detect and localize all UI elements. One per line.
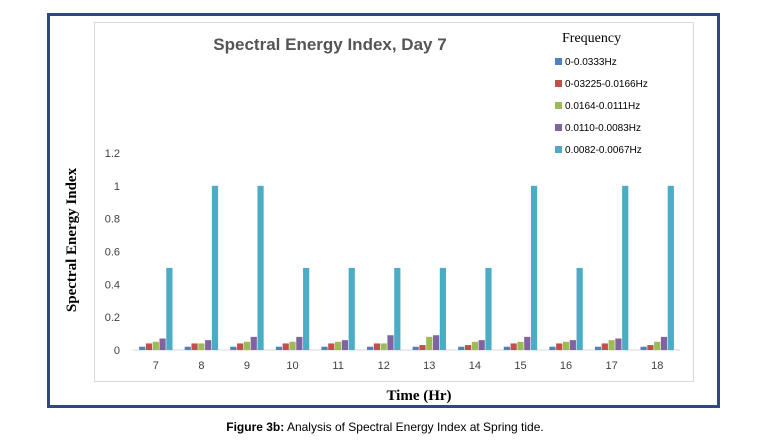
figure-caption: Figure 3b: Analysis of Spectral Energy I… [0, 420, 770, 434]
bar [530, 185, 538, 350]
x-tick-label: 15 [514, 360, 526, 372]
chart-area [94, 22, 694, 382]
x-tick-label: 7 [153, 360, 159, 372]
bar [549, 346, 556, 350]
x-tick-label: 14 [469, 360, 481, 372]
y-tick-label: 0.8 [105, 214, 120, 226]
bar [373, 343, 381, 350]
bar [159, 338, 166, 350]
bar [654, 341, 661, 350]
bar [622, 185, 629, 350]
legend-label: 0.0110-0.0083Hz [565, 123, 641, 134]
bar [556, 343, 563, 350]
bar [387, 335, 394, 350]
bar [419, 345, 426, 350]
bar [464, 345, 472, 350]
bar [503, 346, 510, 350]
x-tick-label: 18 [651, 360, 663, 372]
bar [296, 336, 303, 350]
bar [198, 343, 205, 350]
bar [576, 267, 583, 350]
bar [380, 343, 387, 350]
bar [250, 336, 257, 350]
bar [471, 341, 478, 350]
bar [230, 346, 237, 350]
bar [289, 341, 296, 350]
y-tick-label: 0 [114, 345, 120, 357]
bar [412, 346, 419, 350]
caption-text: Analysis of Spectral Energy Index at Spr… [284, 420, 544, 434]
bar [184, 346, 191, 350]
legend-title: Frequency [562, 31, 621, 46]
bar [510, 343, 517, 350]
bar [432, 335, 440, 350]
y-tick-label: 0.6 [105, 247, 120, 259]
bar [608, 340, 615, 350]
y-tick-label: 0.2 [105, 312, 120, 324]
y-tick-label: 1.2 [105, 148, 120, 160]
chart-title: Spectral Energy Index, Day 7 [213, 35, 446, 54]
x-tick-label: 9 [244, 360, 250, 372]
y-tick-label: 1 [114, 181, 120, 193]
legend-label: 0.0164-0.0111Hz [565, 101, 640, 112]
bar [458, 346, 465, 350]
bar [485, 267, 492, 350]
bar [303, 267, 310, 350]
x-tick-label: 16 [560, 360, 572, 372]
bar [211, 185, 219, 350]
bar [152, 341, 159, 350]
bar [205, 340, 212, 350]
bar [569, 340, 576, 350]
bar [237, 343, 244, 350]
bar [478, 340, 485, 350]
y-axis-label: Spectral Energy Index [64, 167, 80, 312]
bar [166, 267, 173, 350]
bar [275, 346, 283, 350]
y-tick-label: 0.4 [105, 279, 120, 291]
bar [594, 346, 602, 350]
bar [367, 346, 374, 350]
legend-label: 0.0082-0.0067Hz [565, 145, 642, 156]
legend-swatch [555, 102, 562, 109]
bar [640, 346, 647, 350]
x-tick-label: 10 [286, 360, 298, 372]
legend-label: 0-03225-0.0166Hz [565, 79, 648, 90]
bar [348, 267, 355, 350]
bar [601, 343, 608, 350]
bar [524, 336, 531, 350]
bar [517, 341, 524, 350]
bar [439, 267, 446, 350]
bar [647, 345, 654, 350]
legend-swatch [555, 124, 562, 131]
x-axis-label: Time (Hr) [386, 388, 451, 404]
bar [335, 341, 342, 350]
bar [615, 338, 622, 350]
bar [257, 185, 264, 350]
bar [328, 343, 335, 350]
x-tick-label: 17 [606, 360, 618, 372]
x-tick-label: 11 [332, 360, 343, 372]
bar [562, 341, 570, 350]
caption-label: Figure 3b: [226, 420, 285, 434]
legend-swatch [555, 146, 562, 153]
bar [243, 341, 251, 350]
bar [660, 336, 668, 350]
legend-label: 0-0.0333Hz [565, 57, 617, 68]
bar [394, 267, 401, 350]
legend-swatch [555, 58, 562, 65]
x-tick-label: 8 [198, 360, 204, 372]
bar [145, 343, 153, 350]
bar [282, 343, 289, 350]
x-tick-label: 13 [423, 360, 435, 372]
bar [426, 336, 433, 350]
legend-swatch [555, 80, 562, 87]
figure-frame [47, 13, 720, 408]
bar [191, 343, 198, 350]
bar [139, 346, 146, 350]
bar [341, 340, 349, 350]
bar [667, 185, 674, 350]
bar [321, 346, 328, 350]
x-tick-label: 12 [378, 360, 390, 372]
